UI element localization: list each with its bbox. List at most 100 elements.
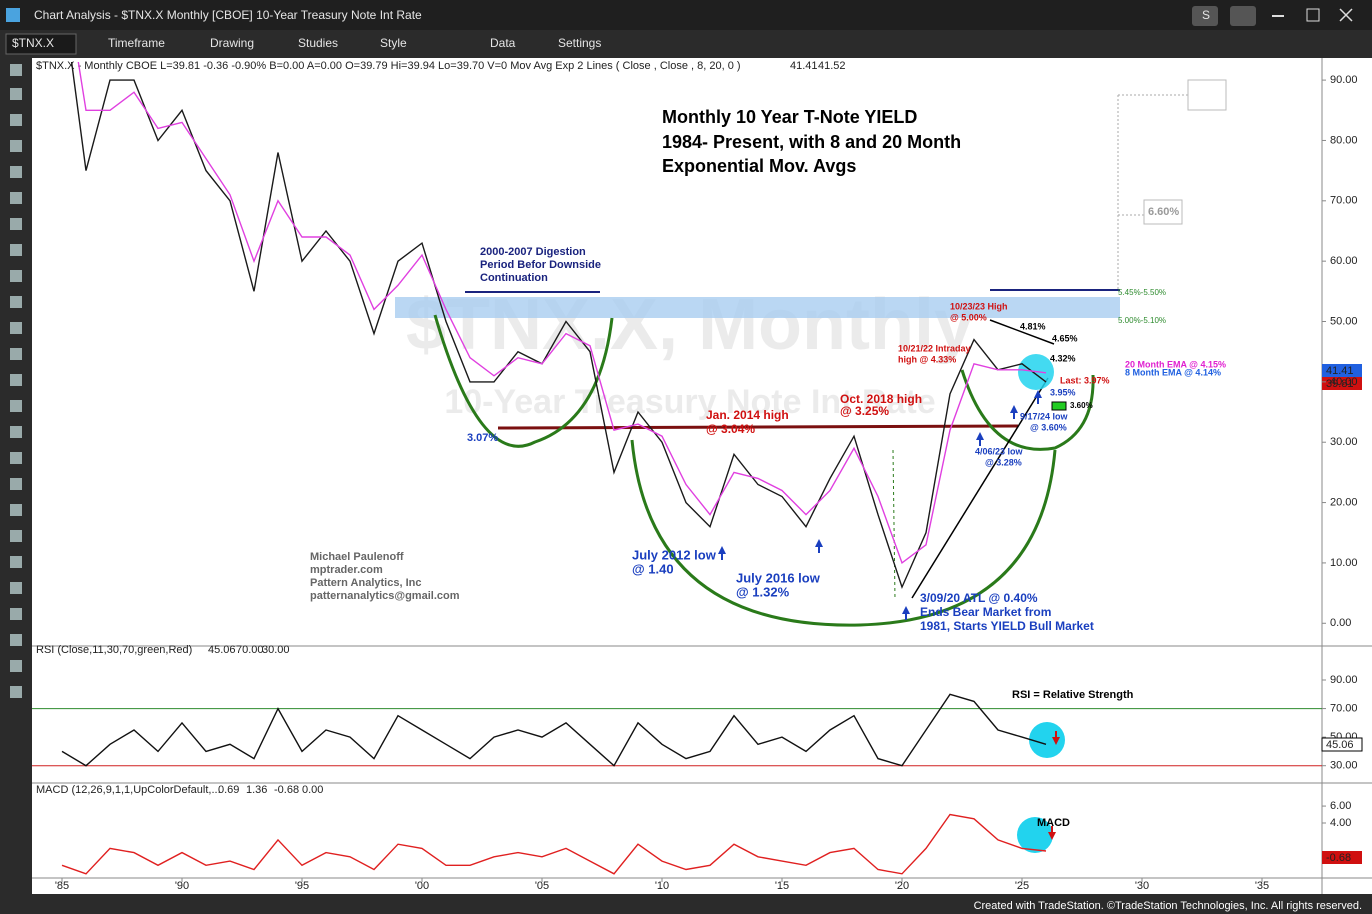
annotation: Exponential Mov. Avgs — [662, 156, 856, 176]
annotation: 5.45%-5.50% — [1118, 288, 1166, 297]
annotation: 6.60% — [1148, 206, 1179, 218]
x-tick-label: '00 — [415, 880, 429, 892]
macd-tag — [1322, 851, 1362, 864]
x-tick-label: '25 — [1015, 880, 1029, 892]
rsi-tag — [1321, 737, 1363, 752]
annotation: 10/23/23 High — [950, 301, 1008, 311]
annotation: @ 3.04% — [706, 422, 755, 436]
y-tick-label: 70.00 — [1330, 195, 1358, 207]
macd-tag-label: -0.68 — [1326, 852, 1351, 864]
y-tick-label: 90.00 — [1330, 74, 1358, 86]
annotation: @ 3.28% — [985, 457, 1022, 467]
highlight-circle — [1029, 722, 1065, 758]
annotation: 2000-2007 Digestion — [480, 246, 586, 258]
ema-tag-label: 41.41 — [1326, 365, 1354, 377]
rsi-upper: 70.00 — [236, 644, 264, 656]
series-line — [77, 62, 1047, 565]
annotation: 4/06/23 low — [975, 446, 1024, 456]
series-line — [61, 693, 1047, 767]
highlight-circle — [1017, 817, 1053, 853]
app-icon — [6, 8, 20, 22]
annotation: 4.81% — [1020, 321, 1046, 331]
annotation: 20 Month EMA @ 4.15% — [1125, 359, 1226, 369]
ema20-readout: 41.52 — [818, 60, 846, 72]
chart-area — [32, 58, 1372, 894]
series-line — [61, 813, 1047, 875]
toolbar-item[interactable]: Style — [380, 36, 407, 50]
annotation: July 2012 low — [632, 547, 717, 562]
tool-sidebar — [0, 58, 32, 894]
y-tick-label: 90.00 — [1330, 674, 1358, 686]
annotation: high @ 4.33% — [898, 354, 956, 364]
annotation: 9/17/24 low — [1020, 411, 1069, 421]
y-tick-label: 20.00 — [1330, 496, 1358, 508]
rsi-value: 45.06 — [208, 644, 236, 656]
macd-readout: 1.36 — [246, 784, 267, 796]
macd-caption: MACD (12,26,9,1,1,UpColorDefault,... — [36, 784, 221, 796]
annotation: July 2016 low — [736, 570, 821, 585]
ema-tag — [1322, 364, 1362, 377]
target-connector — [1117, 94, 1188, 290]
y-tick-label: 60.00 — [1330, 255, 1358, 267]
close-tag-label: 39.81 — [1326, 378, 1354, 390]
target-box — [1187, 79, 1227, 111]
maximize-button[interactable] — [1306, 8, 1320, 22]
annotation: 8 Month EMA @ 4.14% — [1125, 367, 1221, 377]
rsi-lower: 30.00 — [262, 644, 290, 656]
series-group — [61, 813, 1047, 875]
y-tick-label: 70.00 — [1330, 702, 1358, 714]
handle-arc — [960, 369, 1095, 451]
toolbar-item[interactable]: $TNX.X — [12, 36, 54, 50]
toolbar-item[interactable]: Settings — [558, 36, 601, 50]
toolbar-item[interactable]: Timeframe — [108, 36, 165, 50]
trendline — [911, 377, 1049, 599]
y-tick-label: 80.00 — [1330, 134, 1358, 146]
rsi-caption: RSI (Close,11,30,70,green,Red) — [36, 644, 192, 656]
y-tick-label: 10.00 — [1330, 557, 1358, 569]
annotation: RSI = Relative Strength — [1012, 689, 1134, 701]
symbol-button-label[interactable]: S — [1202, 8, 1210, 22]
x-tick-label: '95 — [295, 880, 309, 892]
annotation: @ 1.40 — [632, 561, 674, 576]
annotation: 1981, Starts YIELD Bull Market — [920, 619, 1094, 633]
footer: Created with TradeStation. ©TradeStation… — [974, 900, 1362, 912]
y-tick-label: 4.00 — [1330, 817, 1351, 829]
annotation: 1984- Present, with 8 and 20 Month — [662, 132, 961, 152]
toolbar-item[interactable]: Studies — [298, 36, 338, 50]
symbol-button[interactable] — [1192, 6, 1218, 26]
toolbar-item[interactable]: Drawing — [210, 36, 254, 50]
toolbar — [0, 30, 1372, 58]
series-group — [70, 62, 1047, 590]
target-box — [1143, 199, 1183, 225]
y-tick-label: 30.00 — [1330, 760, 1358, 772]
annotation: Last: 3.97% — [1060, 375, 1110, 385]
minimize-button[interactable] — [1272, 15, 1284, 17]
annotation: 10/21/22 Intraday — [898, 343, 971, 353]
level-marker — [1051, 401, 1067, 411]
menu-button[interactable] — [1230, 6, 1256, 26]
annotation: 3.95% — [1050, 387, 1076, 397]
annotation: patternanalytics@gmail.com — [310, 590, 460, 602]
toolbar-item[interactable]: Data — [490, 36, 516, 50]
annotation: 4.65% — [1052, 333, 1078, 343]
macd-readout: -0.68 — [274, 784, 299, 796]
y-tick-label: 6.00 — [1330, 800, 1351, 812]
x-tick-label: '10 — [655, 880, 669, 892]
annotation: @ 3.25% — [840, 404, 889, 418]
close-button[interactable] — [1339, 8, 1353, 22]
x-tick-label: '05 — [535, 880, 549, 892]
cup-arc — [630, 439, 1057, 627]
support-line — [497, 424, 1019, 430]
x-tick-label: '85 — [55, 880, 69, 892]
x-tick-label: '35 — [1255, 880, 1269, 892]
annotation: MACD — [1037, 817, 1070, 829]
y-tick-label: 0.00 — [1330, 617, 1351, 629]
macd-readout: 0.00 — [302, 784, 323, 796]
symbol-box[interactable] — [5, 33, 77, 55]
annotation: 5.00%-5.10% — [1118, 316, 1166, 325]
watermark: 10-Year Treasury Note Int Rate — [444, 383, 935, 421]
annotation: Jan. 2014 high — [706, 408, 789, 422]
annotation: mptrader.com — [310, 564, 383, 576]
